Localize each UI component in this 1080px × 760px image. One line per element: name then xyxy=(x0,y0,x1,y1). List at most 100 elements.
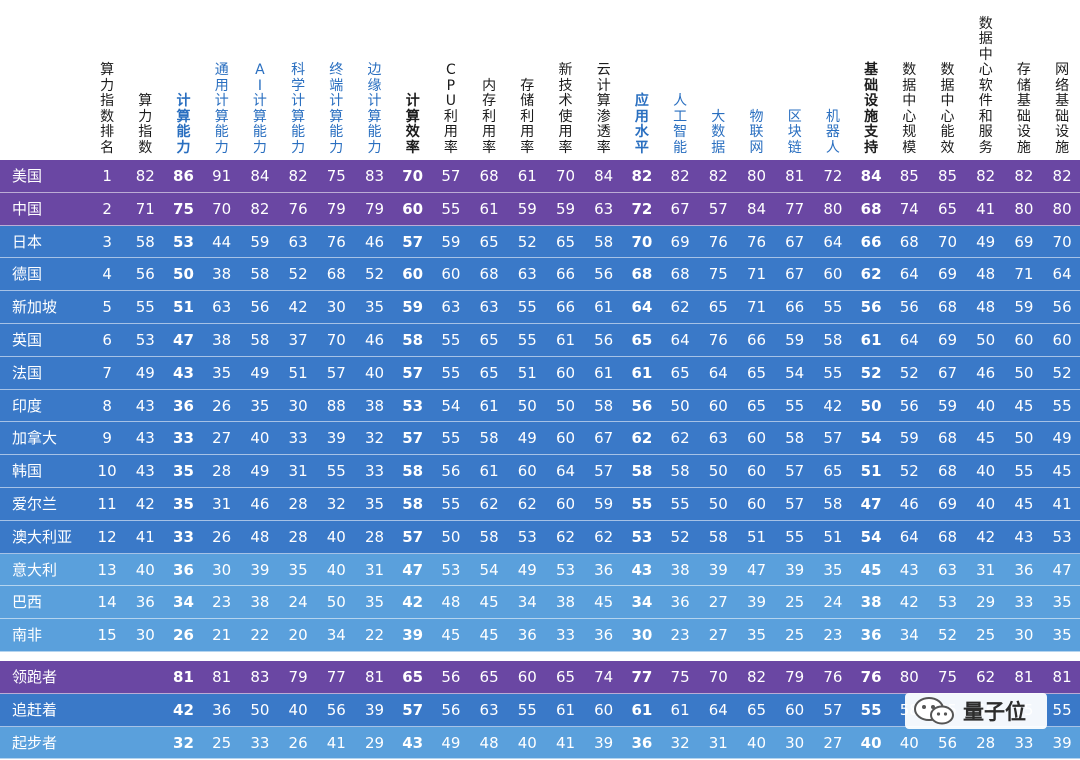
cell-gen: 25 xyxy=(212,733,232,752)
cell-app: 56 xyxy=(631,396,653,415)
cell-robot: 80 xyxy=(823,199,843,218)
cell-dcscale: 56 xyxy=(899,298,919,317)
cell-edge: 22 xyxy=(364,626,385,645)
column-header-app: 应用水平 xyxy=(623,0,661,160)
cell-rank xyxy=(88,694,126,727)
cell-cloud: 61 xyxy=(594,298,614,317)
cell-ai: 22 xyxy=(250,626,270,645)
cell-rank: 8 xyxy=(102,396,112,415)
column-header-gen: 通用计算能力 xyxy=(203,0,241,160)
cell-ai: 59 xyxy=(250,232,270,251)
column-header-char: 效 xyxy=(405,124,420,140)
cell-gen: 38 xyxy=(212,331,232,349)
column-header-idx: 算力指数 xyxy=(126,0,164,160)
column-header-char: 存 xyxy=(482,93,497,109)
cell-stor: 50 xyxy=(517,396,537,415)
cell-mem: 61 xyxy=(479,396,499,415)
cell-mem: 68 xyxy=(479,265,499,284)
cell-dcsw: 45 xyxy=(976,429,996,448)
cell-dcscale: 52 xyxy=(899,462,919,481)
cell-chain: 59 xyxy=(785,331,805,349)
column-header-char: 器 xyxy=(825,124,840,140)
column-header-char: 力 xyxy=(100,77,115,94)
cell-eff: 57 xyxy=(402,429,424,448)
cell-dceff: 68 xyxy=(937,527,958,546)
cell-app: 72 xyxy=(631,199,653,218)
cell-calc: 75 xyxy=(173,199,194,218)
cell-ai: 38 xyxy=(250,593,270,612)
cell-edge: 35 xyxy=(364,593,385,612)
cell-stor: 34 xyxy=(517,593,537,612)
cell-infra: 66 xyxy=(860,232,882,251)
column-header-char: 中 xyxy=(940,93,955,109)
row-divider xyxy=(0,388,1080,390)
cell-calc: 42 xyxy=(173,700,194,719)
cell-iot: 35 xyxy=(746,626,767,645)
cell-cpu: 55 xyxy=(441,331,461,349)
cell-sci: 28 xyxy=(288,495,308,513)
cell-edge: 52 xyxy=(364,265,385,284)
cell-gen: 35 xyxy=(212,363,232,382)
cell-mem: 54 xyxy=(479,560,499,579)
cell-stor: 49 xyxy=(517,429,537,448)
cell-newtech: 50 xyxy=(555,396,576,415)
cell-netinfra: 45 xyxy=(1052,462,1072,481)
cell-gen: 91 xyxy=(212,167,232,185)
column-header-robot: 机器人 xyxy=(814,0,852,160)
cell-aiapp: 67 xyxy=(670,199,690,218)
cell-stor: 49 xyxy=(517,560,537,579)
cell-ai: 49 xyxy=(250,462,270,481)
cell-ai: 56 xyxy=(250,298,270,317)
cell-ai: 84 xyxy=(250,167,270,185)
cell-eff: 58 xyxy=(402,495,424,513)
country-row: 新加坡 5 55 51 63 56 42 30 35 59 63 63 55 66 61 64 62 65 71 66… xyxy=(0,291,1080,324)
country-row-label: 加拿大 xyxy=(12,429,58,448)
column-header-char: 透 xyxy=(596,124,611,140)
cell-cpu: 60 xyxy=(441,265,461,284)
cell-sci: 79 xyxy=(288,668,308,686)
cell-calc: 36 xyxy=(173,396,194,415)
cell-edge: 35 xyxy=(364,298,385,317)
cell-ai: 48 xyxy=(250,527,270,546)
column-header-char: 力 xyxy=(291,139,306,156)
cell-chain: 77 xyxy=(785,199,805,218)
cell-iot: 82 xyxy=(746,668,767,686)
cell-iot: 60 xyxy=(746,462,767,481)
cell-term: 40 xyxy=(326,560,346,579)
cell-calc: 53 xyxy=(173,232,194,251)
column-header-char: 心 xyxy=(940,108,955,125)
column-header-char: 云 xyxy=(596,62,611,78)
cell-cpu: 53 xyxy=(441,560,461,579)
cell-dceff: 68 xyxy=(937,298,958,317)
column-header-char: 计 xyxy=(252,93,267,109)
cell-chain: 60 xyxy=(785,700,805,719)
cell-aiapp: 62 xyxy=(670,298,690,317)
cell-dceff: 59 xyxy=(937,396,958,415)
cell-cloud: 58 xyxy=(594,232,614,251)
cell-iot: 80 xyxy=(746,167,767,185)
column-header-char: 物 xyxy=(749,108,764,125)
cell-infra: 76 xyxy=(860,668,882,686)
cell-app: 30 xyxy=(631,626,653,645)
column-header-char: 利 xyxy=(443,108,458,125)
row-divider xyxy=(0,355,1080,357)
cell-edge: 28 xyxy=(364,527,385,546)
cell-calc: 33 xyxy=(173,527,194,546)
cell-sci: 28 xyxy=(288,527,308,546)
cell-robot: 55 xyxy=(823,298,843,317)
cell-idx: 56 xyxy=(135,265,155,284)
column-header-char: 软 xyxy=(978,77,993,94)
column-header-char: 数 xyxy=(940,62,955,78)
cell-rank: 12 xyxy=(97,527,117,546)
row-divider xyxy=(0,487,1080,488)
row-divider xyxy=(0,585,1080,587)
column-header-char: 网 xyxy=(1055,62,1070,78)
cell-term: 76 xyxy=(326,232,346,251)
cell-eff: 58 xyxy=(402,462,424,481)
cell-newtech: 38 xyxy=(555,593,576,612)
country-row-label: 新加坡 xyxy=(12,298,58,317)
cell-newtech: 62 xyxy=(555,527,576,546)
cell-bigdata: 64 xyxy=(708,363,728,382)
cell-dcsw: 82 xyxy=(976,167,996,185)
cell-calc: 47 xyxy=(173,331,194,349)
